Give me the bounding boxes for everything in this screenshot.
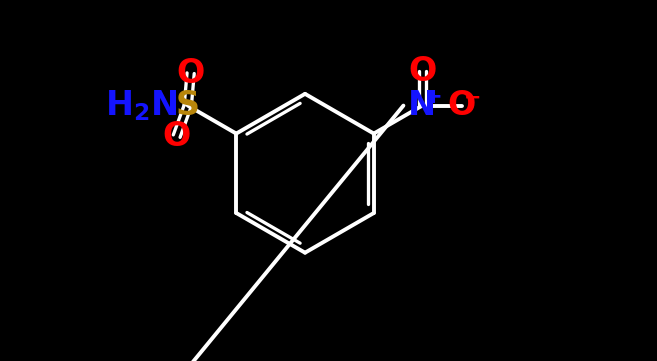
- Text: $\mathregular{H_2N}$: $\mathregular{H_2N}$: [104, 88, 177, 123]
- Text: N: N: [408, 89, 436, 122]
- Text: O: O: [177, 57, 205, 90]
- Text: S: S: [176, 89, 200, 122]
- Text: O: O: [448, 89, 476, 122]
- Text: +: +: [424, 87, 442, 106]
- Text: −: −: [464, 88, 482, 108]
- Text: O: O: [408, 55, 436, 88]
- Text: O: O: [162, 119, 191, 153]
